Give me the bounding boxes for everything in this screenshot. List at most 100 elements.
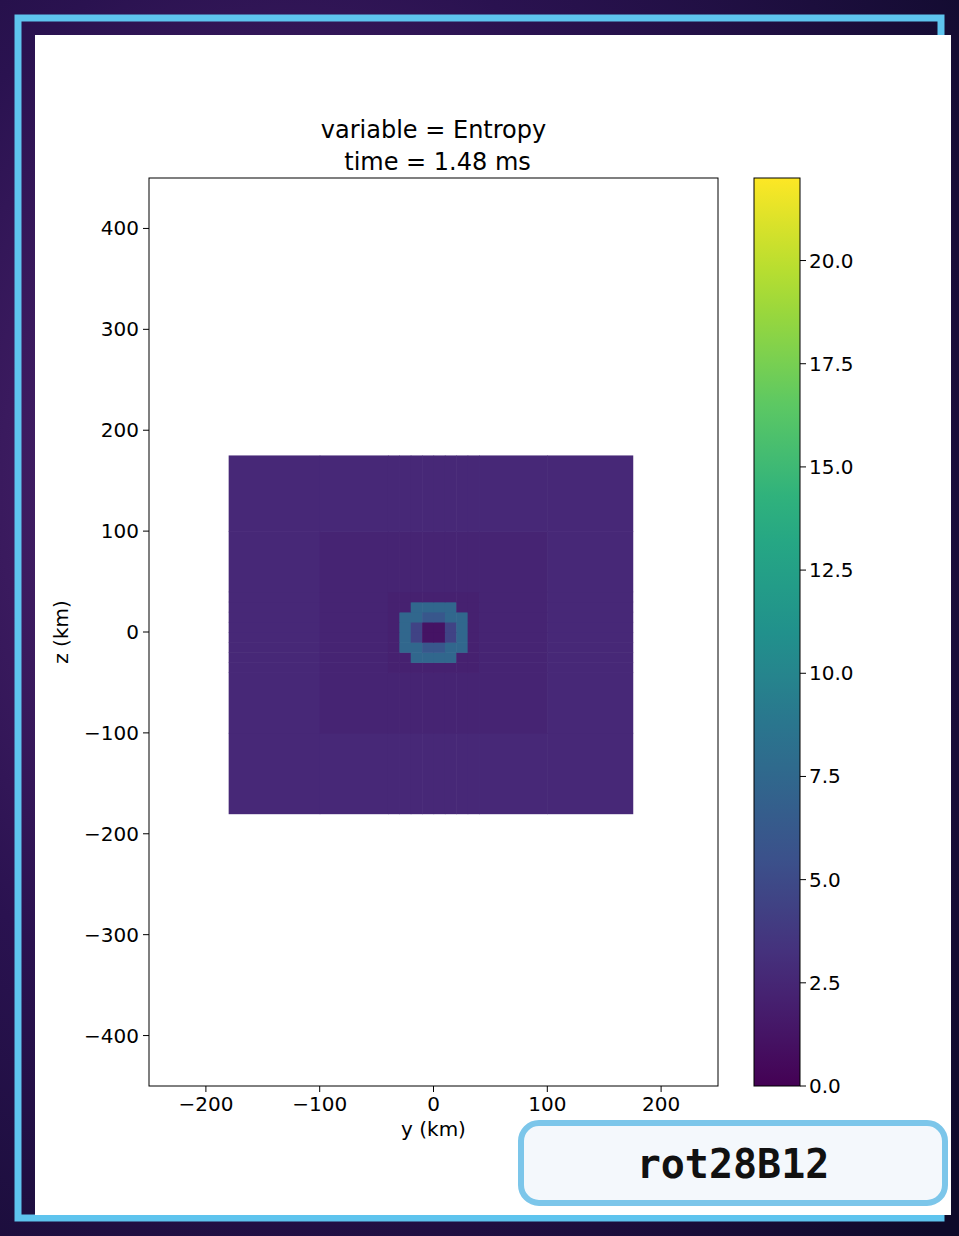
cell <box>479 632 548 643</box>
cell <box>388 622 400 633</box>
title: variable = Entropy <box>321 116 546 144</box>
y-tick <box>143 833 149 834</box>
cell <box>547 672 633 733</box>
cell <box>547 592 633 603</box>
cell <box>479 642 548 653</box>
cell <box>434 672 446 733</box>
y-tick <box>143 531 149 532</box>
cell <box>468 642 480 653</box>
cell <box>479 733 548 814</box>
cell <box>229 531 321 592</box>
cell <box>388 672 400 733</box>
cb-tick <box>800 982 806 983</box>
cell <box>229 455 321 531</box>
cell <box>229 642 321 653</box>
cell <box>468 672 480 733</box>
cell <box>320 602 389 613</box>
cell <box>229 662 321 673</box>
cell <box>434 632 446 643</box>
cb-tick-label: 2.5 <box>809 971 841 995</box>
cb-tick-label: 0.0 <box>809 1074 841 1098</box>
cell <box>229 733 321 814</box>
cell <box>479 612 548 623</box>
cell <box>479 662 548 673</box>
x-tick-label: −200 <box>178 1092 233 1116</box>
y-label: z (km) <box>49 600 73 664</box>
cell <box>388 592 400 603</box>
cell <box>547 642 633 653</box>
cell <box>422 455 434 531</box>
cell <box>422 531 434 592</box>
y-tick-label: 400 <box>101 216 139 240</box>
cell <box>445 733 457 814</box>
cell <box>411 531 423 592</box>
cell <box>229 602 321 613</box>
x-tick-label: 100 <box>528 1092 566 1116</box>
cell <box>388 662 400 673</box>
figure: −200−1000100200−400−300−200−100010020030… <box>0 0 959 1236</box>
cell <box>547 612 633 623</box>
cell <box>411 652 423 663</box>
cell <box>547 602 633 613</box>
cb-tick-label: 10.0 <box>809 661 854 685</box>
cell <box>399 592 411 603</box>
cell <box>411 455 423 531</box>
cell <box>422 652 434 663</box>
cell <box>411 592 423 603</box>
cell <box>434 602 446 613</box>
cell <box>399 672 411 733</box>
cell <box>547 652 633 663</box>
cell <box>399 642 411 653</box>
cells <box>229 455 634 814</box>
cell <box>411 632 423 643</box>
cell <box>479 652 548 663</box>
cell <box>229 592 321 603</box>
cell <box>434 642 446 653</box>
cb-tick-label: 5.0 <box>809 868 841 892</box>
cell <box>445 592 457 603</box>
panel <box>35 35 951 1215</box>
y-tick-label: −100 <box>84 721 139 745</box>
cell <box>456 733 468 814</box>
cell <box>445 652 457 663</box>
cell <box>445 531 457 592</box>
cell <box>445 602 457 613</box>
cb-tick <box>800 776 806 777</box>
cell <box>468 622 480 633</box>
cell <box>422 672 434 733</box>
cell <box>320 662 389 673</box>
cell <box>320 672 389 733</box>
badge-box <box>521 1123 945 1203</box>
cb-tick-label: 20.0 <box>809 249 854 273</box>
cell <box>445 612 457 623</box>
y-tick <box>143 430 149 431</box>
cell <box>479 672 548 733</box>
cb-tick <box>800 363 806 364</box>
cell <box>388 652 400 663</box>
cell <box>399 531 411 592</box>
cell <box>229 672 321 733</box>
cell <box>411 602 423 613</box>
cell <box>411 733 423 814</box>
cell <box>411 672 423 733</box>
cell <box>456 455 468 531</box>
cell <box>411 662 423 673</box>
cell <box>388 632 400 643</box>
cell <box>320 632 389 643</box>
cell <box>547 455 633 531</box>
cb-tick-label: 15.0 <box>809 455 854 479</box>
cell <box>434 733 446 814</box>
colorbar <box>754 178 800 1086</box>
cell <box>434 662 446 673</box>
cell <box>445 672 457 733</box>
cell <box>388 455 400 531</box>
y-tick <box>143 632 149 633</box>
cell <box>399 632 411 643</box>
cell <box>388 642 400 653</box>
cell <box>320 455 389 531</box>
cell <box>479 602 548 613</box>
cell <box>229 652 321 663</box>
y-tick <box>143 934 149 935</box>
cell <box>320 531 389 592</box>
cell <box>445 455 457 531</box>
